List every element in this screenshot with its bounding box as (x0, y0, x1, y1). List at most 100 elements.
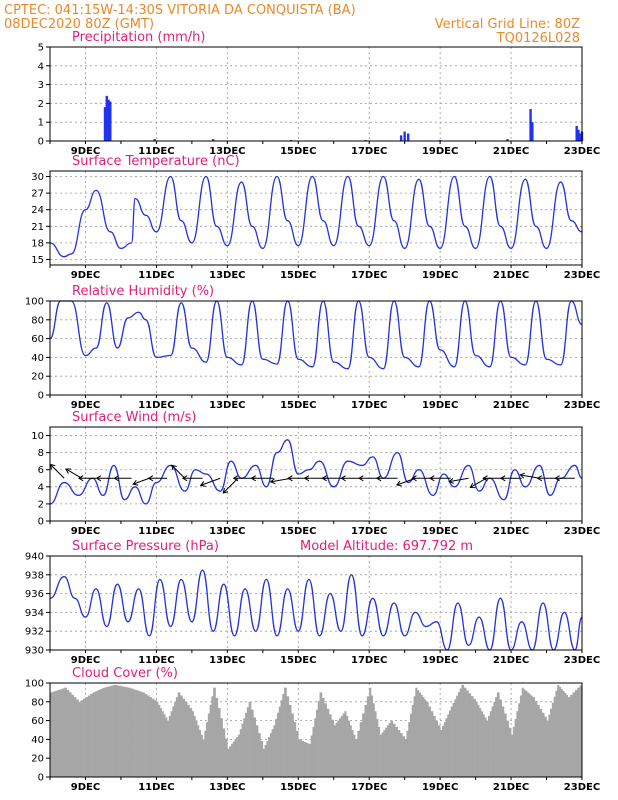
cloud-column (224, 738, 228, 777)
cloud-column (519, 695, 523, 777)
x-tick-label: 21DEC (493, 655, 529, 666)
wind-arrow (49, 464, 65, 479)
cloud-column (307, 743, 310, 777)
wind-point (145, 503, 147, 505)
cloud-column (90, 693, 93, 777)
wind-point (333, 486, 335, 488)
y-tick-label: 936 (25, 589, 44, 600)
precip-bar (103, 107, 107, 141)
wind-point (514, 469, 516, 471)
wind-point (503, 499, 505, 501)
wind-point (169, 464, 172, 467)
cloud-column (158, 704, 161, 777)
y-tick-label: 30 (31, 172, 44, 183)
cloud-column (295, 730, 299, 777)
wind-point (205, 473, 207, 475)
temp-point (322, 220, 324, 222)
x-tick-label: 17DEC (351, 655, 387, 666)
y-tick-label: 20 (31, 754, 44, 765)
cloud-column (275, 719, 278, 777)
wind-point (443, 473, 445, 475)
y-tick-label: 2 (38, 99, 44, 110)
cloud-column (204, 730, 207, 777)
temp-point (205, 175, 207, 178)
wind-point (123, 499, 126, 501)
rh-point (145, 319, 147, 321)
panel-temp: Surface Temperature (nC) 15 18 21 24 27 30 9DEC… (31, 154, 600, 281)
cloud-column (211, 696, 214, 777)
cloud-column (329, 714, 332, 777)
cloud-column (291, 713, 294, 777)
cloud-column (280, 700, 283, 777)
pres-point (435, 621, 438, 623)
rh-point (347, 368, 349, 370)
cloud-column (303, 741, 306, 777)
pres-point (255, 630, 257, 632)
cloud-column (413, 696, 416, 777)
cloud-column (278, 706, 281, 777)
rh-series-line (49, 300, 583, 370)
cloud-column (422, 697, 425, 777)
precip-title: Precipitation (mm/h) (72, 30, 205, 45)
cloud-column (113, 684, 117, 777)
cloud-column (374, 711, 377, 777)
cloud-column (229, 746, 232, 777)
pres-point (127, 621, 129, 623)
cloud-column (404, 739, 407, 777)
y-tick-label: 934 (25, 608, 44, 619)
pres-point (350, 574, 353, 576)
cloud-column (344, 711, 347, 777)
wind-point (418, 469, 420, 471)
cloud-column (182, 698, 186, 777)
wind-point (219, 490, 221, 492)
precip-bar (403, 131, 406, 141)
cloud-column (312, 726, 315, 777)
cloud-column (537, 704, 540, 777)
cloud-column (463, 687, 467, 777)
cloud-column (486, 720, 489, 777)
cloud-column (357, 730, 361, 777)
y-tick-label: 930 (25, 646, 44, 657)
cloud-column (566, 695, 569, 777)
cloud-column (530, 695, 533, 777)
wind-point (478, 490, 480, 492)
pres-point (297, 630, 299, 632)
x-tick-label: 17DEC (351, 400, 387, 411)
y-tick-label: 15 (31, 255, 44, 266)
cloud-column (484, 717, 487, 777)
cloud-column (266, 740, 269, 777)
wind-point (155, 481, 157, 484)
cloud-column (518, 703, 521, 777)
wind-point (574, 464, 576, 467)
pres-point (148, 635, 150, 637)
cloud-column (395, 726, 398, 777)
wind-arrow-head (448, 478, 455, 484)
x-tick-label: 13DEC (209, 655, 245, 666)
temp-point (216, 225, 218, 227)
cloud-column (101, 688, 104, 777)
cloud-column (493, 701, 496, 777)
x-tick-label: 17DEC (351, 146, 387, 157)
cloud-column (409, 713, 413, 777)
y-tick-label: 0 (38, 137, 44, 148)
cloud-column (170, 711, 173, 777)
cloud-column (66, 690, 70, 777)
temp-point (191, 242, 193, 244)
cloud-column (388, 722, 391, 777)
pres-point (223, 583, 225, 585)
wind-arrow-head (554, 475, 560, 482)
pres-point (467, 644, 470, 646)
cloud-column (139, 691, 143, 777)
cloud-column (362, 713, 365, 777)
cloud-column (331, 719, 335, 777)
cloud-column (570, 694, 573, 777)
y-tick-label: 100 (25, 679, 44, 690)
pres-point (180, 578, 182, 581)
cloud-column (456, 695, 459, 777)
panel-precip: Precipitation (mm/h) 0 1 2 3 4 5 9DEC 11DEC 13DEC… (38, 30, 601, 157)
wind-arrow (270, 477, 292, 483)
temp-point (130, 242, 133, 244)
pres-point (84, 616, 87, 618)
temp-point (499, 225, 502, 227)
cloud-column (572, 692, 576, 777)
